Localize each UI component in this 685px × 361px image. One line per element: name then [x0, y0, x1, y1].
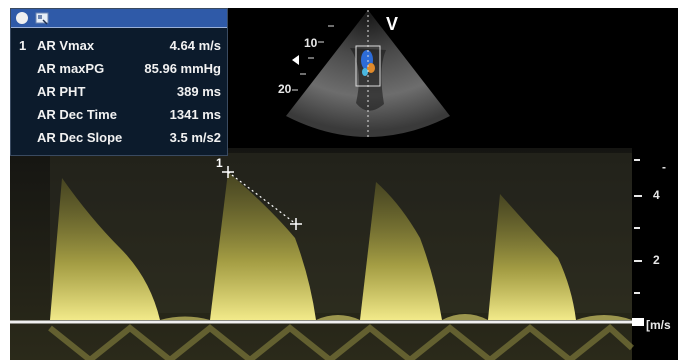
measurement-value: 85.96 mmHg — [144, 61, 221, 76]
measurement-value: 3.5 m/s2 — [169, 130, 221, 145]
regurgitant-envelope-4 — [488, 194, 576, 320]
measurement-row-dec-slope: AR Dec Slope 3.5 m/s2 — [11, 127, 227, 149]
baseline-handle[interactable] — [632, 318, 644, 326]
ultrasound-screen: V 10 20 — [10, 8, 678, 360]
measurement-row-dec-time: AR Dec Time 1341 ms — [11, 104, 227, 126]
measurement-row-maxpg: AR maxPG 85.96 mmHg — [11, 58, 227, 80]
measurement-label: AR Vmax — [37, 38, 95, 53]
color-flow-cyan — [362, 68, 368, 76]
caliper-end-marker[interactable] — [290, 218, 302, 230]
caliper-index-label: 1 — [216, 156, 223, 170]
depth-label-10: 10 — [304, 36, 318, 50]
scale-label-2: 2 — [653, 253, 660, 267]
regurgitant-envelope-3 — [360, 182, 442, 320]
caliper-start-marker[interactable] — [222, 166, 234, 178]
echo-sector-image — [286, 10, 450, 140]
deceleration-slope-line[interactable] — [227, 171, 297, 225]
measurement-row-vmax: 1 AR Vmax 4.64 m/s — [11, 35, 227, 57]
regurgitant-envelope-1 — [50, 178, 160, 320]
probe-orientation-marker: V — [386, 14, 399, 34]
scale-label-4: 4 — [653, 188, 660, 202]
measurement-panel: 1 AR Vmax 4.64 m/s AR maxPG 85.96 mmHg A… — [10, 8, 228, 156]
screen-settings-icon[interactable] — [35, 11, 49, 25]
spectrum-fill-2 — [316, 315, 360, 320]
cardiac-chamber — [350, 48, 386, 111]
measurement-label: AR maxPG — [37, 61, 105, 76]
doppler-spectrum — [10, 148, 644, 360]
measurement-value: 1341 ms — [169, 107, 221, 122]
spectrum-fill-4 — [576, 315, 632, 320]
measurement-panel-header — [11, 9, 227, 28]
depth-label-20: 20 — [278, 82, 292, 96]
color-flow-orange — [367, 63, 375, 73]
spectrum-fill-3 — [442, 314, 488, 320]
measurement-label: AR Dec Slope — [37, 130, 123, 145]
below-baseline-signal — [48, 324, 635, 360]
focus-marker-icon — [292, 55, 299, 65]
measurement-label: AR PHT — [37, 84, 86, 99]
measurement-index: 1 — [19, 38, 27, 53]
scale-top-marker: - — [662, 160, 666, 174]
measurement-value: 389 ms — [176, 84, 221, 99]
measurement-row-pht: AR PHT 389 ms — [11, 81, 227, 103]
measurement-value: 4.64 m/s — [169, 38, 221, 53]
record-icon[interactable] — [15, 11, 29, 25]
velocity-unit-label: [m/s — [646, 318, 671, 332]
regurgitant-envelope-2 — [210, 172, 316, 320]
measurement-label: AR Dec Time — [37, 107, 117, 122]
spectrum-fill-1 — [160, 316, 210, 320]
